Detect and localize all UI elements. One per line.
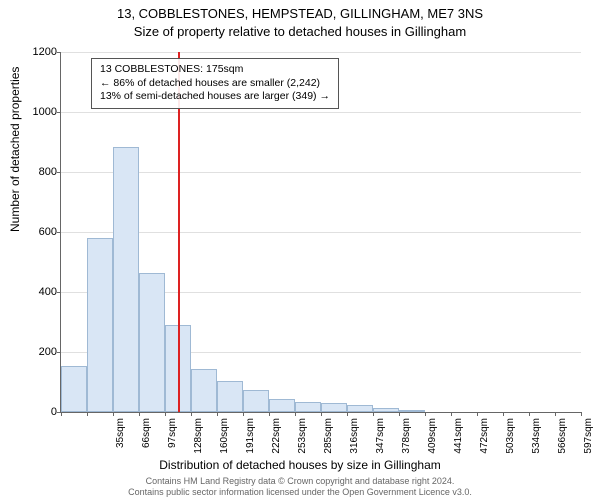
xtick-mark (555, 412, 556, 416)
histogram-bar (191, 369, 217, 413)
gridline (61, 52, 581, 53)
ytick-label: 400 (17, 286, 57, 298)
histogram-bar (139, 273, 165, 413)
ytick-label: 1200 (17, 46, 57, 58)
xtick-mark (373, 412, 374, 416)
histogram-bar (347, 405, 373, 412)
ytick-mark (57, 172, 61, 173)
xtick-mark (581, 412, 582, 416)
xtick-mark (191, 412, 192, 416)
histogram-bar (243, 390, 269, 413)
gridline (61, 172, 581, 173)
title-subtitle: Size of property relative to detached ho… (0, 24, 600, 39)
xtick-mark (217, 412, 218, 416)
xtick-mark (425, 412, 426, 416)
xtick-mark (295, 412, 296, 416)
histogram-bar (373, 408, 399, 413)
footer-line1: Contains HM Land Registry data © Crown c… (146, 476, 455, 486)
ytick-label: 200 (17, 346, 57, 358)
annot-line1: 13 COBBLESTONES: 175sqm (100, 63, 330, 77)
xtick-mark (451, 412, 452, 416)
title-address: 13, COBBLESTONES, HEMPSTEAD, GILLINGHAM,… (0, 6, 600, 21)
xtick-mark (321, 412, 322, 416)
plot-area: 02004006008001000120035sqm66sqm97sqm128s… (60, 52, 581, 413)
gridline (61, 112, 581, 113)
xtick-mark (113, 412, 114, 416)
ytick-mark (57, 232, 61, 233)
xtick-mark (503, 412, 504, 416)
xtick-mark (529, 412, 530, 416)
ytick-label: 800 (17, 166, 57, 178)
footer-attribution: Contains HM Land Registry data © Crown c… (0, 476, 600, 498)
chart-container: 13, COBBLESTONES, HEMPSTEAD, GILLINGHAM,… (0, 0, 600, 500)
y-axis-label: Number of detached properties (8, 67, 22, 232)
ytick-label: 600 (17, 226, 57, 238)
xtick-mark (347, 412, 348, 416)
xtick-mark (139, 412, 140, 416)
ytick-label: 0 (17, 406, 57, 418)
histogram-bar (217, 381, 243, 413)
annotation-box: 13 COBBLESTONES: 175sqm← 86% of detached… (91, 58, 339, 109)
histogram-bar (321, 403, 347, 412)
xtick-mark (61, 412, 62, 416)
histogram-bar (113, 147, 139, 413)
footer-line2: Contains public sector information licen… (128, 487, 472, 497)
ytick-mark (57, 352, 61, 353)
xtick-mark (243, 412, 244, 416)
histogram-bar (269, 399, 295, 413)
gridline (61, 232, 581, 233)
ytick-mark (57, 112, 61, 113)
xtick-mark (87, 412, 88, 416)
histogram-bar (87, 238, 113, 412)
x-axis-label: Distribution of detached houses by size … (0, 458, 600, 472)
xtick-mark (269, 412, 270, 416)
annot-line2: ← 86% of detached houses are smaller (2,… (100, 77, 330, 91)
xtick-mark (165, 412, 166, 416)
ytick-mark (57, 292, 61, 293)
xtick-mark (399, 412, 400, 416)
ytick-label: 1000 (17, 106, 57, 118)
annot-line3: 13% of semi-detached houses are larger (… (100, 90, 330, 104)
histogram-bar (399, 410, 425, 412)
ytick-mark (57, 52, 61, 53)
histogram-bar (61, 366, 87, 413)
xtick-mark (477, 412, 478, 416)
histogram-bar (295, 402, 321, 413)
